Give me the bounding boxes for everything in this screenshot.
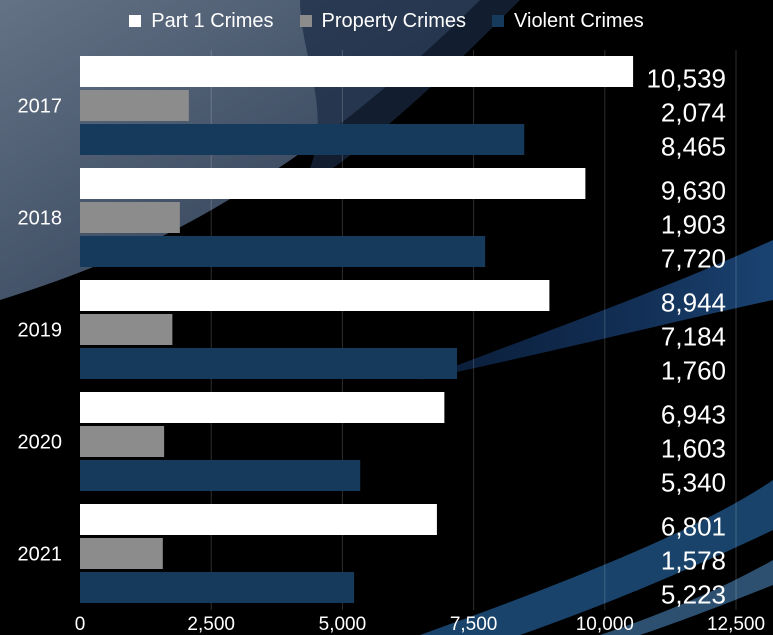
legend-swatch-violent <box>492 15 505 27</box>
bar <box>80 426 165 457</box>
data-label: 1,760 <box>661 356 726 386</box>
bar <box>80 392 445 423</box>
x-tick-label: 2,500 <box>187 614 235 635</box>
data-label: 9,630 <box>661 176 726 206</box>
data-label: 7,720 <box>661 244 726 274</box>
bar <box>80 236 486 267</box>
bar <box>80 538 163 569</box>
category-label: 2019 <box>18 320 63 342</box>
data-label: 2,074 <box>661 98 726 128</box>
data-label: 8,465 <box>661 132 726 162</box>
legend-swatch-part1 <box>129 15 142 27</box>
data-label: 1,603 <box>661 434 726 464</box>
legend-item-property: Property Crimes <box>299 9 467 33</box>
chart-legend: Part 1 Crimes Property Crimes Violent Cr… <box>0 6 773 36</box>
bar <box>80 168 586 199</box>
bar <box>80 124 525 155</box>
data-label: 5,340 <box>661 468 726 498</box>
bar <box>80 280 550 311</box>
bar <box>80 460 361 491</box>
bar <box>80 202 180 233</box>
category-label: 2021 <box>18 544 63 566</box>
x-tick-label: 0 <box>75 614 86 635</box>
data-label: 1,578 <box>661 546 726 576</box>
bar <box>80 504 437 535</box>
data-label: 6,801 <box>661 512 726 542</box>
data-label: 1,903 <box>661 210 726 240</box>
bar <box>80 572 355 603</box>
category-label: 2017 <box>18 96 63 118</box>
bar <box>80 90 189 121</box>
x-tick-label: 12,500 <box>707 614 765 635</box>
category-label: 2020 <box>18 432 63 454</box>
bar <box>80 314 173 345</box>
x-tick-label: 5,000 <box>319 614 367 635</box>
data-label: 5,223 <box>661 580 726 610</box>
legend-label-part1: Part 1 Crimes <box>151 9 274 32</box>
x-tick-label: 7,500 <box>450 614 498 635</box>
data-label: 6,943 <box>661 400 726 430</box>
legend-item-part1: Part 1 Crimes <box>129 9 274 33</box>
legend-label-violent: Violent Crimes <box>514 9 644 32</box>
data-label: 7,184 <box>661 322 726 352</box>
bar <box>80 348 458 379</box>
data-label: 10,539 <box>646 64 726 94</box>
legend-label-property: Property Crimes <box>321 9 467 32</box>
legend-item-violent: Violent Crimes <box>492 10 644 33</box>
bar <box>80 56 634 87</box>
category-label: 2018 <box>18 208 63 230</box>
data-label: 8,944 <box>661 288 726 318</box>
legend-swatch-property <box>299 15 312 27</box>
x-tick-label: 10,000 <box>576 614 634 635</box>
